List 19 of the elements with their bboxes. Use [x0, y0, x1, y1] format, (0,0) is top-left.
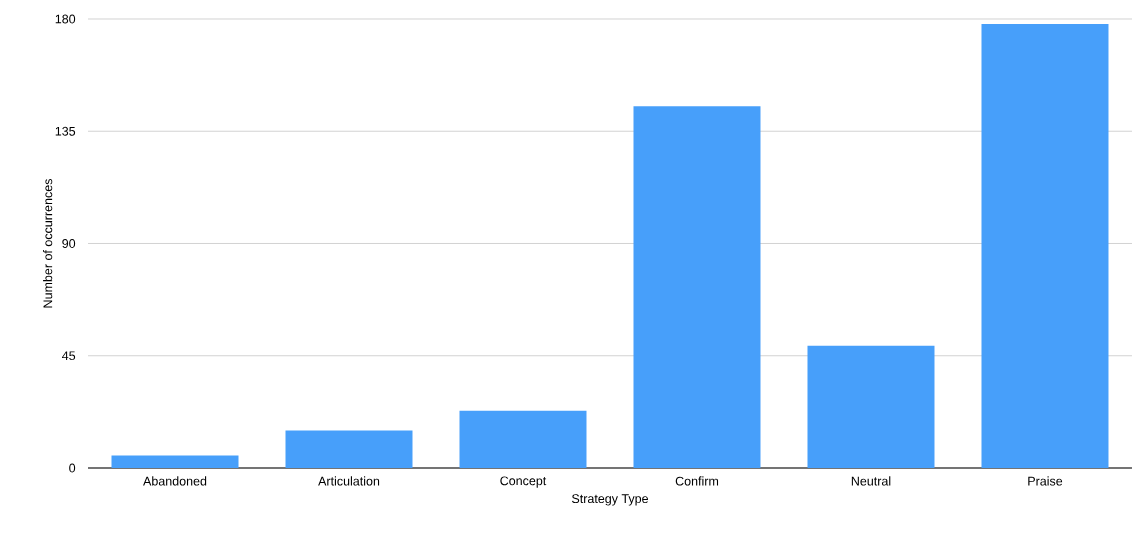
x-tick-label: Abandoned: [143, 476, 207, 486]
y-tick-label: 135: [55, 126, 76, 136]
bar: [981, 23, 1109, 468]
bar: [111, 455, 239, 468]
x-tick-label: Neutral: [851, 476, 891, 486]
bar: [807, 345, 935, 468]
x-tick-label: Praise: [1028, 476, 1063, 486]
bar: [459, 410, 587, 468]
x-tick-label: Articulation: [318, 476, 380, 486]
y-tick-label: 45: [62, 351, 76, 361]
y-axis-title: Number of occurrences: [43, 179, 53, 308]
bar: [633, 106, 761, 468]
y-tick-label: 90: [62, 239, 76, 248]
bar: [285, 430, 413, 468]
y-tick-label: 0: [69, 463, 76, 473]
x-tick-label: Concept: [500, 476, 547, 488]
y-tick-label: 180: [55, 14, 76, 24]
x-tick-label: Confirm: [675, 476, 719, 486]
x-axis-title: Strategy Type: [572, 494, 649, 506]
